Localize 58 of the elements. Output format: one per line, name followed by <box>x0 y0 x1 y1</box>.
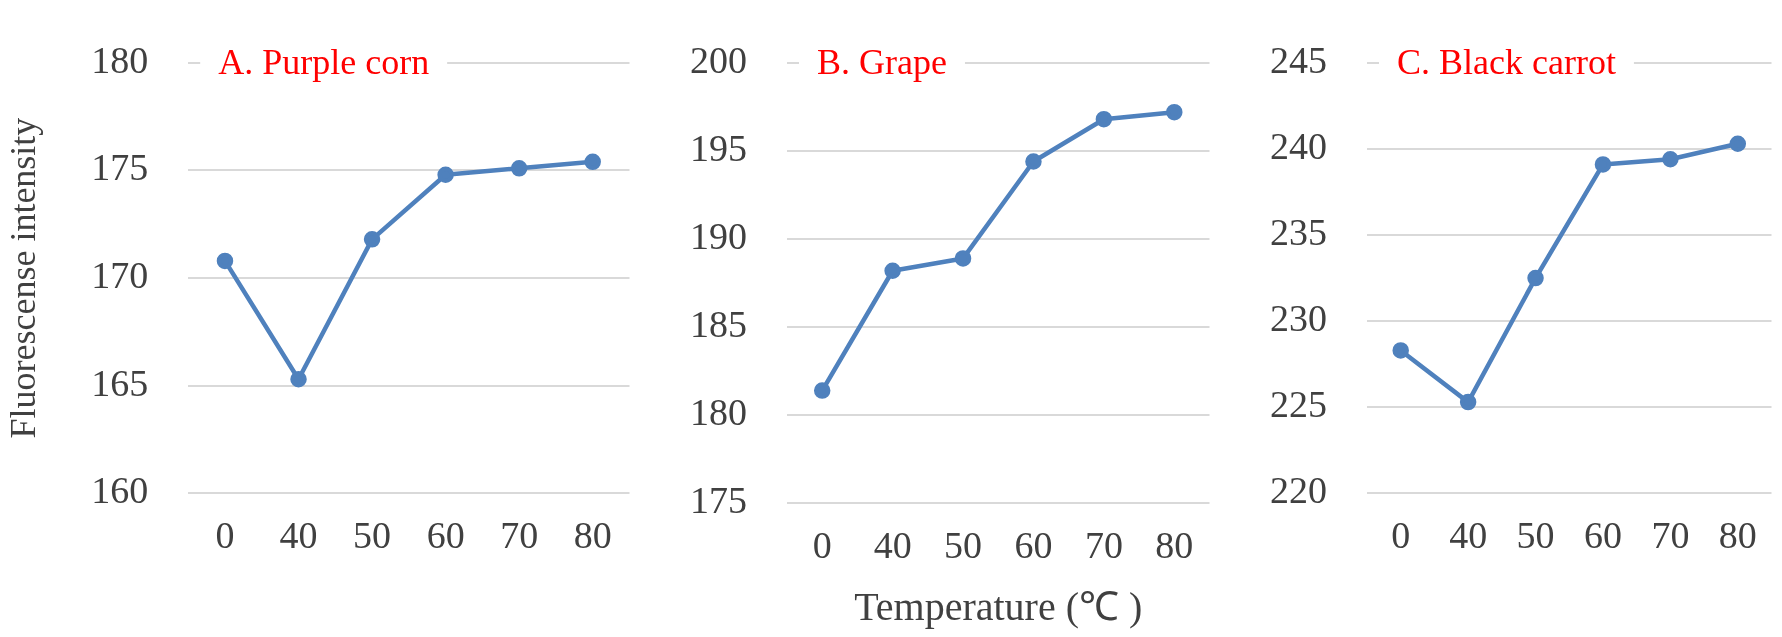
x-tick-label: 40 <box>873 524 912 567</box>
x-tick-label: 0 <box>215 514 235 557</box>
x-axis-title: Temperature (℃ ) <box>854 583 1143 629</box>
x-tick-label: 80 <box>1718 514 1757 557</box>
y-tick-label: 190 <box>690 215 747 258</box>
x-tick-label: 70 <box>500 514 539 557</box>
point <box>1025 153 1042 170</box>
point <box>1662 151 1679 168</box>
point <box>1459 393 1477 411</box>
y-tick-label: 225 <box>1270 383 1327 426</box>
point <box>1527 269 1544 287</box>
point <box>884 262 901 280</box>
chart-title: A. Purple corn <box>218 42 430 83</box>
x-tick-label: 80 <box>573 514 612 557</box>
x-tick-label: 0 <box>812 524 832 567</box>
x-tick-label: 70 <box>1084 524 1123 567</box>
x-tick-label: 80 <box>1155 524 1194 567</box>
point <box>1392 342 1409 359</box>
x-tick-label: 40 <box>279 514 318 557</box>
point <box>954 250 972 267</box>
point <box>363 231 381 248</box>
point <box>437 166 454 184</box>
y-tick-label: 200 <box>690 38 747 81</box>
chart-title: B. Grape <box>817 42 947 83</box>
y-tick-label: 220 <box>1270 469 1327 512</box>
y-tick-label: 180 <box>91 38 149 81</box>
point <box>1095 110 1113 128</box>
x-tick-label: 70 <box>1651 514 1690 557</box>
point <box>584 153 601 171</box>
point <box>1166 103 1183 121</box>
x-tick-label: 60 <box>1014 524 1053 567</box>
point <box>290 371 307 388</box>
y-tick-label: 195 <box>690 126 747 169</box>
point <box>216 252 234 270</box>
y-tick-label: 175 <box>690 479 747 522</box>
x-tick-label: 50 <box>1516 514 1555 557</box>
y-tick-label: 180 <box>690 391 747 434</box>
x-tick-label: 50 <box>944 524 983 567</box>
x-tick-label: 60 <box>426 514 465 557</box>
x-tick-label: 0 <box>1391 514 1411 557</box>
y-tick-label: 235 <box>1270 211 1327 254</box>
y-tick-label: 185 <box>690 303 747 346</box>
y-tick-label: 170 <box>91 254 149 297</box>
y-axis-title: Fluorescense intensity <box>3 117 44 439</box>
y-tick-label: 165 <box>91 361 149 404</box>
y-tick-label: 160 <box>91 469 149 512</box>
y-tick-label: 240 <box>1270 124 1327 167</box>
point <box>813 382 831 399</box>
point <box>1729 135 1747 152</box>
x-tick-label: 60 <box>1583 514 1622 557</box>
point <box>510 160 528 177</box>
chart-title: C. Black carrot <box>1397 42 1616 83</box>
y-tick-label: 245 <box>1270 38 1327 81</box>
y-tick-label: 230 <box>1270 297 1327 340</box>
y-tick-label: 175 <box>91 146 149 189</box>
x-tick-label: 40 <box>1449 514 1488 557</box>
point <box>1594 156 1612 173</box>
x-tick-label: 50 <box>353 514 392 557</box>
